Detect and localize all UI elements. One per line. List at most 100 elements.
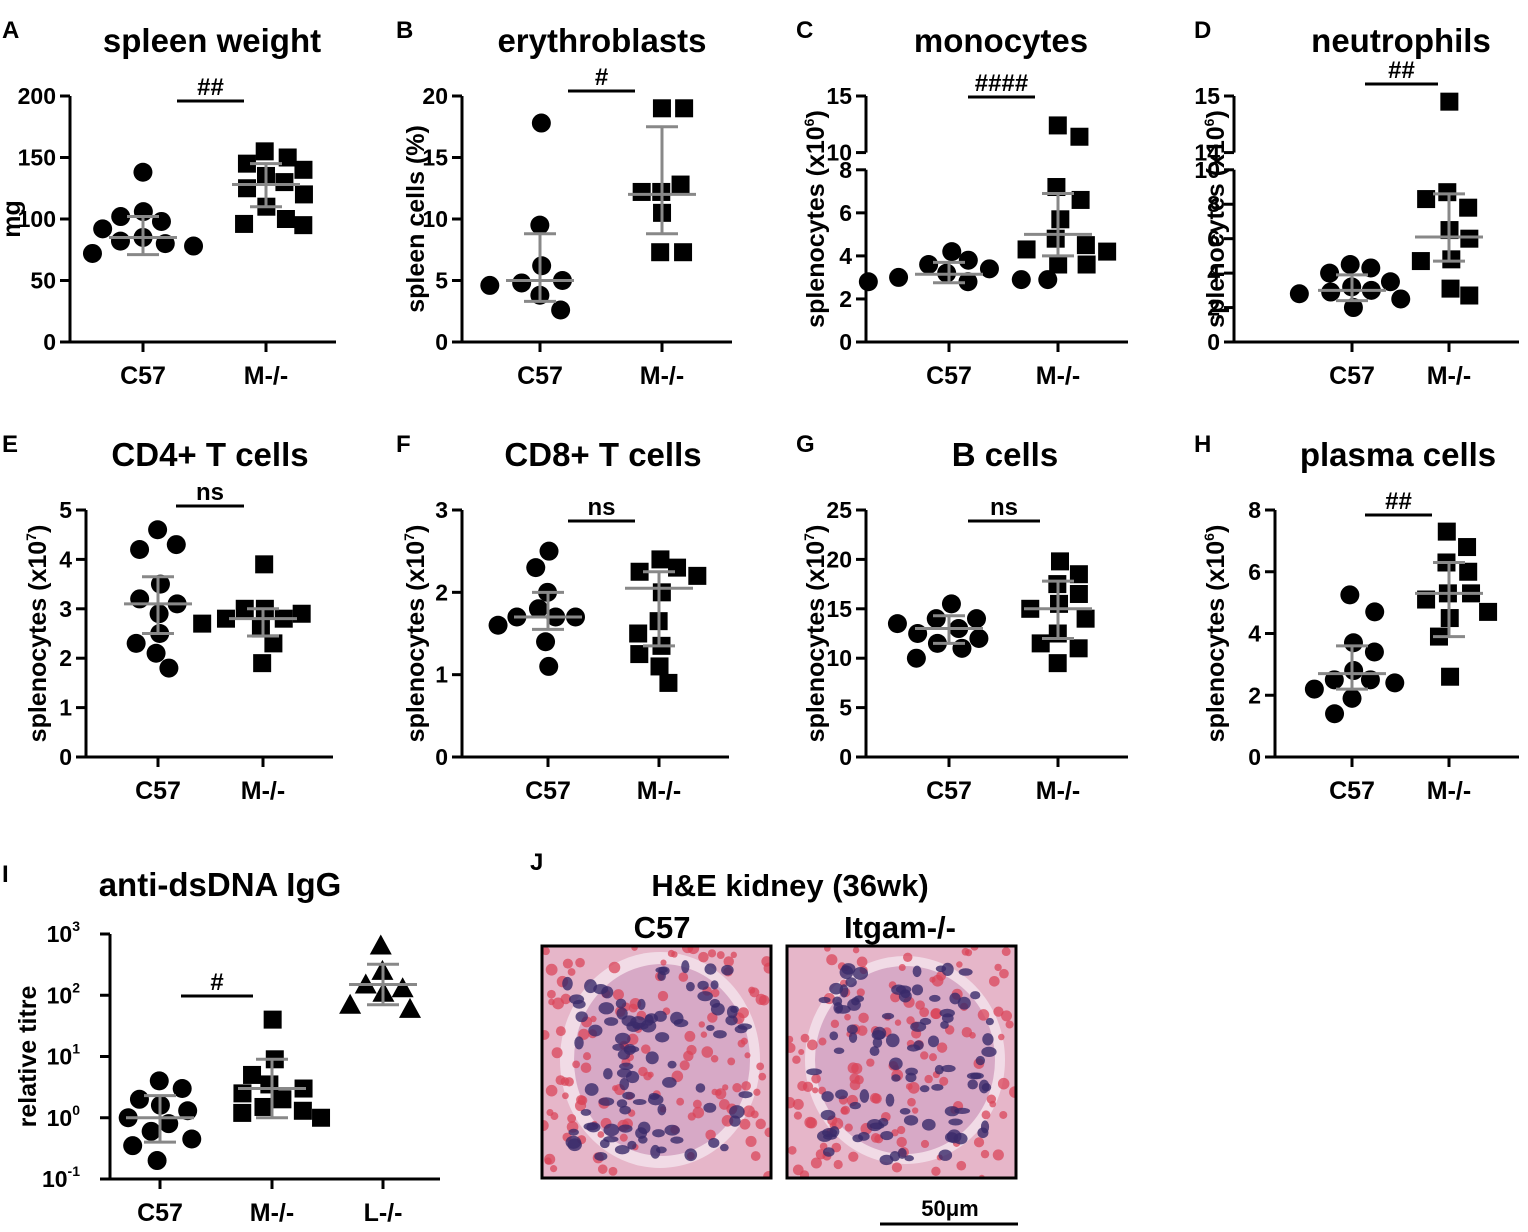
data-point	[1340, 585, 1360, 605]
data-point	[906, 648, 926, 668]
data-point	[150, 574, 170, 594]
series-C57	[858, 242, 1058, 292]
data-point	[278, 148, 297, 167]
red-cell	[545, 1084, 558, 1097]
nucleus	[706, 1024, 715, 1031]
red-cell	[590, 1015, 597, 1023]
data-point	[254, 1097, 273, 1116]
red-cell	[907, 1097, 916, 1107]
y-axis-label: splenocytes (x106)	[1201, 525, 1230, 743]
red-cell	[911, 1107, 919, 1114]
nucleus	[852, 967, 869, 980]
significance-label: ns	[587, 494, 615, 521]
data-point	[235, 599, 254, 618]
red-cell	[756, 1062, 765, 1071]
red-cell	[580, 1062, 592, 1074]
nucleus	[655, 966, 668, 974]
red-cell	[732, 1083, 742, 1093]
data-point	[952, 638, 972, 658]
data-point	[488, 615, 508, 635]
nucleus	[919, 1017, 932, 1025]
data-point	[958, 250, 978, 270]
series-M-/-	[232, 142, 313, 235]
nucleus	[944, 1106, 960, 1117]
red-cell	[684, 1030, 696, 1042]
data-point	[243, 1065, 262, 1084]
y-tick-label: 100	[18, 206, 56, 232]
red-cell	[608, 1166, 618, 1176]
data-point	[294, 216, 313, 235]
data-point	[671, 175, 690, 194]
data-point	[1320, 263, 1340, 283]
red-cell	[844, 1013, 851, 1021]
chart-panel-F: F CD8+ T cells splenocytes (x107)0 1 2 3 C57 M-…	[396, 431, 729, 805]
data-point	[1048, 654, 1067, 673]
x-category-label: C57	[517, 362, 563, 390]
red-cell	[1001, 1010, 1013, 1022]
nucleus	[957, 996, 971, 1010]
red-cell	[628, 1003, 638, 1013]
red-cell	[896, 1136, 907, 1148]
nucleus	[878, 1117, 889, 1127]
chart-panel-G: G B cells splenocytes (x107) 0 5 10 15 20 25 C57 M…	[796, 431, 1128, 805]
series-M-/-	[193, 555, 311, 673]
nucleus	[982, 1033, 994, 1046]
data-point	[172, 1079, 192, 1099]
kidney-image-c57	[542, 946, 771, 1178]
data-point	[1460, 229, 1479, 248]
data-point	[130, 540, 150, 560]
data-point	[858, 272, 878, 292]
nucleus	[849, 1101, 861, 1110]
nucleus	[958, 968, 973, 976]
nucleus	[619, 1105, 631, 1115]
data-point	[1017, 240, 1036, 259]
panel-letter-B: B	[396, 17, 413, 44]
red-cell	[701, 1046, 714, 1058]
red-cell	[763, 1170, 771, 1178]
red-cell	[936, 1042, 948, 1053]
data-point	[264, 634, 283, 653]
x-category-label: M-/-	[1036, 777, 1080, 805]
nucleus	[881, 1012, 895, 1020]
red-cell	[787, 1097, 796, 1109]
data-point	[253, 654, 272, 673]
red-cell	[542, 947, 550, 956]
data-point	[182, 1129, 202, 1149]
x-category-label: C57	[926, 362, 972, 390]
data-point	[1385, 673, 1405, 693]
nucleus	[885, 1033, 900, 1048]
nucleus	[709, 998, 721, 1008]
nucleus	[822, 1127, 838, 1138]
red-cell	[643, 1071, 652, 1081]
panel-letter-I: I	[2, 861, 9, 888]
y-tick-label: 103	[47, 918, 81, 947]
y-tick-label: 10	[422, 206, 448, 232]
red-cell	[574, 1100, 587, 1112]
significance-label: ####	[975, 70, 1028, 97]
y-tick-label: 1	[59, 695, 72, 721]
data-point	[651, 550, 670, 569]
series-L-/-	[339, 934, 422, 1018]
nucleus	[931, 1084, 944, 1091]
red-cell	[787, 1145, 797, 1155]
data-point	[255, 142, 274, 161]
y-tick-label: 10	[826, 645, 852, 671]
nucleus	[721, 964, 734, 976]
series-C57	[124, 520, 192, 678]
data-point	[1049, 255, 1068, 274]
data-point	[630, 562, 649, 581]
nucleus	[583, 1122, 599, 1131]
y-tick-label: 6	[839, 200, 852, 226]
nucleus	[697, 980, 709, 990]
nucleus	[911, 984, 924, 996]
red-cell	[692, 1106, 705, 1119]
red-cell	[891, 1162, 903, 1173]
y-tick-label: 15	[1194, 83, 1220, 109]
nucleus	[738, 1091, 753, 1099]
data-point	[82, 243, 102, 263]
nucleus	[603, 1123, 620, 1137]
y-tick-exponent: 2	[72, 979, 80, 995]
y-tick-label: 200	[18, 83, 56, 109]
data-point	[512, 273, 532, 293]
